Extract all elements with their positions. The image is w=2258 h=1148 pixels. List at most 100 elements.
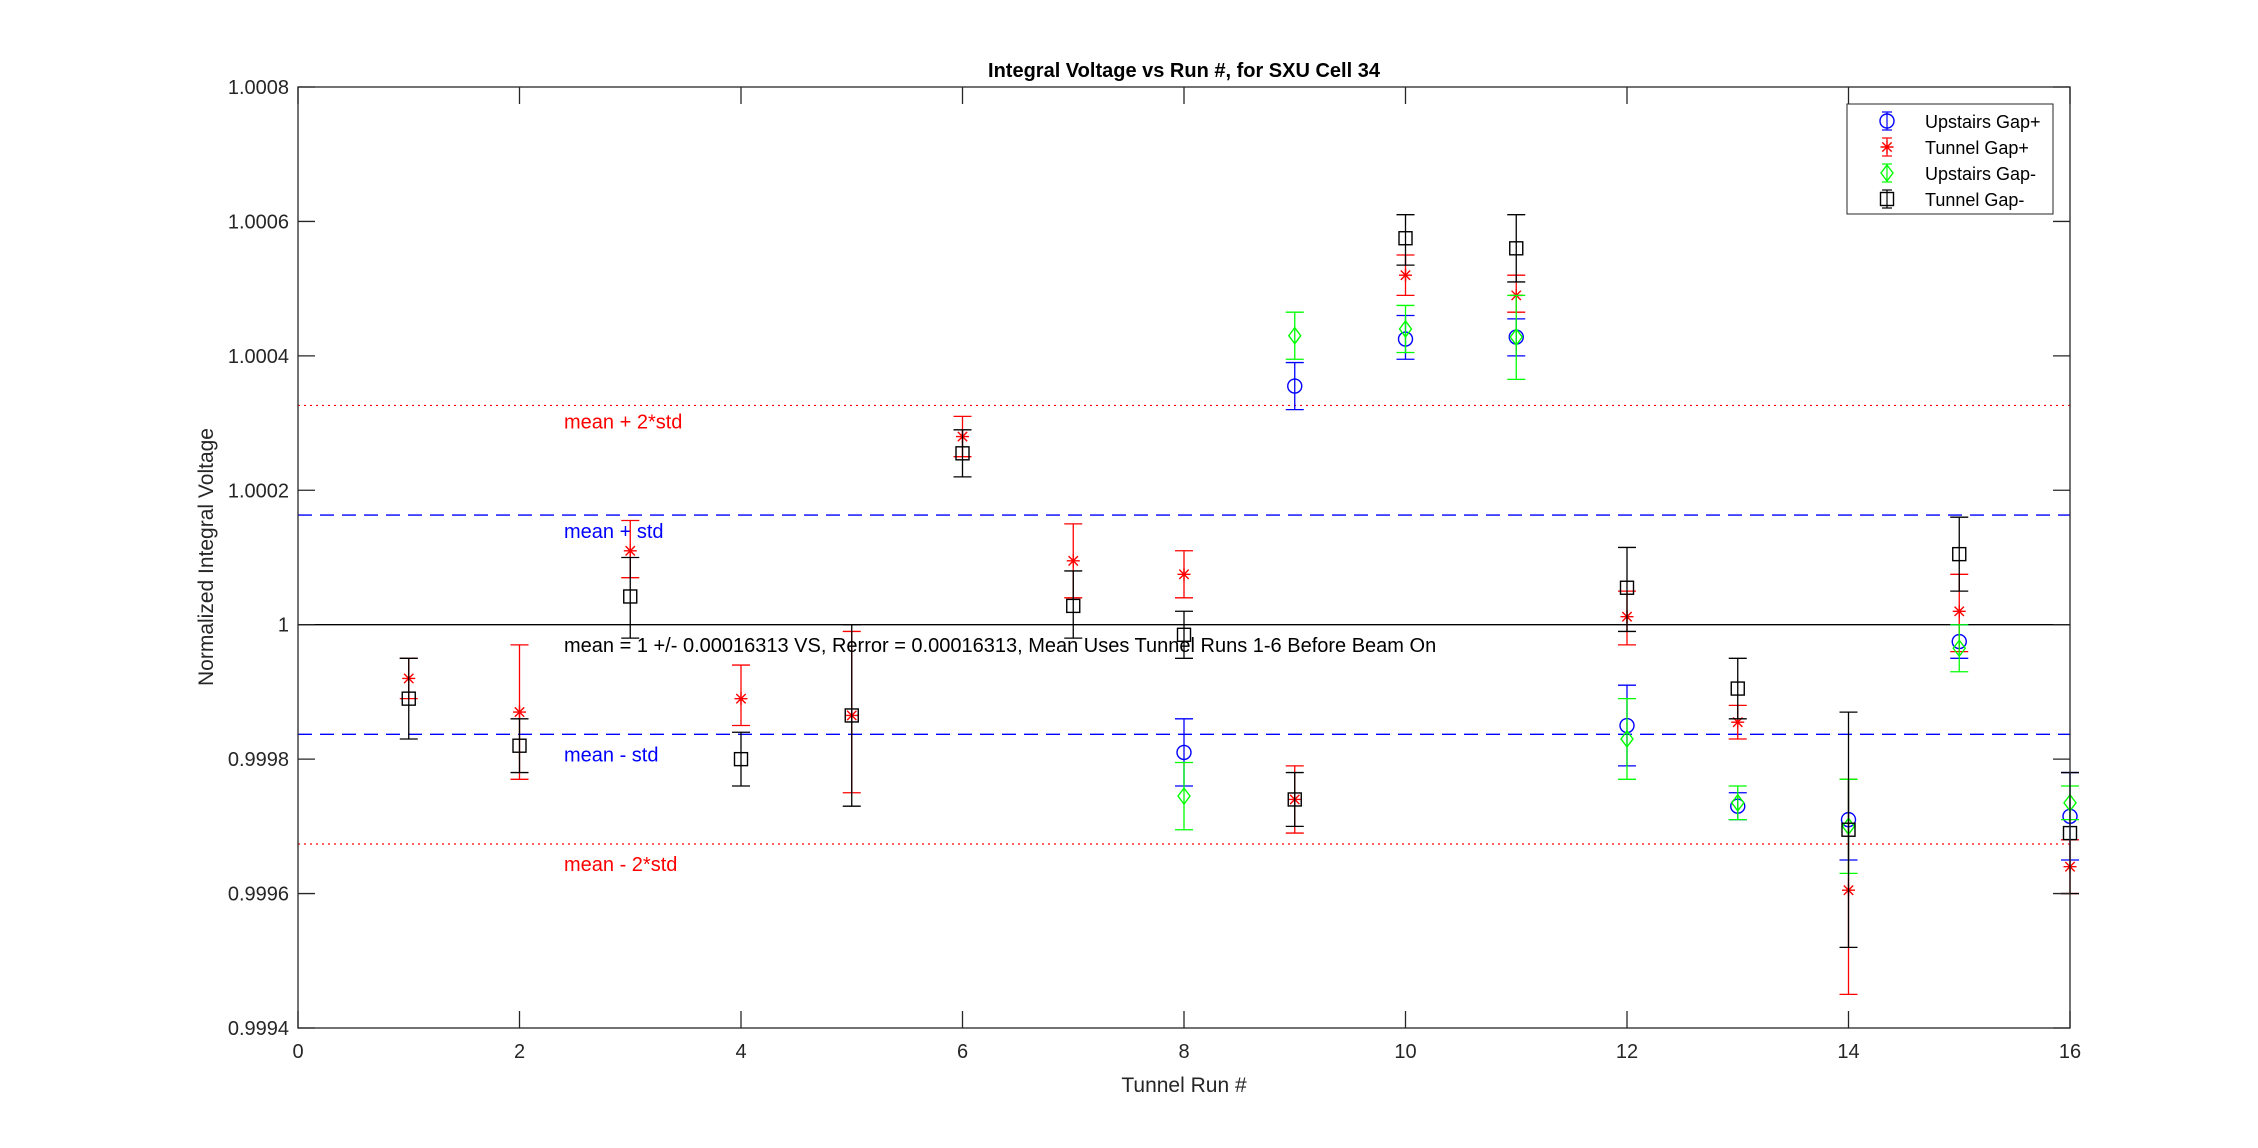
- data-point: [1398, 319, 1413, 339]
- series-tunnel-gap: [399, 214, 2079, 948]
- data-point: [1730, 681, 1745, 696]
- y-tick-label: 1.0008: [228, 77, 289, 99]
- error-bar: [510, 718, 529, 774]
- y-tick-label: 0.9998: [228, 749, 289, 771]
- error-bar: [399, 657, 418, 740]
- chart-title: Integral Voltage vs Run #, for SXU Cell …: [988, 60, 1381, 82]
- error-bar: [1396, 214, 1415, 266]
- data-point: [1880, 163, 1894, 183]
- error-bar: [1175, 610, 1193, 659]
- x-tick-label: 8: [1178, 1041, 1189, 1063]
- reference-line-label: mean + std: [564, 521, 664, 543]
- ticks: [297, 86, 2071, 1029]
- legend-box: [1846, 103, 2054, 215]
- series-upstairs-gap: [1175, 294, 2079, 875]
- x-tick-label: 10: [1394, 1041, 1416, 1063]
- error-bar: [1618, 698, 1636, 780]
- data-point: [1952, 546, 1967, 562]
- data-point: [1177, 786, 1191, 806]
- legend-item: Upstairs Gap+: [1879, 111, 2041, 132]
- data-point: [1176, 627, 1192, 642]
- data-point: [623, 544, 637, 558]
- error-bar: [1064, 570, 1083, 639]
- legend: Upstairs Gap+ Tunnel Gap+ Upstairs Gap- Tun…: [1846, 103, 2054, 215]
- error-bar: [1285, 771, 1304, 828]
- legend-item: Tunnel Gap-: [1879, 189, 2024, 210]
- data-point: [844, 708, 859, 723]
- y-tick-labels: 0.9994 0.9996 0.9998 1 1.0002 1.0004 1.0006 1.0…: [228, 77, 289, 1040]
- x-axis-label: Tunnel Run #: [1121, 1074, 1247, 1097]
- error-bar: [1618, 546, 1636, 633]
- error-bar: [732, 731, 750, 787]
- data-point: [1287, 326, 1302, 345]
- data-point: [1287, 378, 1303, 394]
- error-bar: [1507, 294, 1526, 381]
- data-point: [512, 738, 527, 753]
- data-point: [1619, 580, 1635, 595]
- legend-items: Upstairs Gap+ Tunnel Gap+ Upstairs Gap- Tun…: [1879, 111, 2041, 210]
- data-point: [1176, 744, 1192, 761]
- data-point: [1287, 792, 1302, 807]
- x-tick-label: 16: [2059, 1041, 2081, 1063]
- data-point: [1399, 268, 1412, 282]
- error-bar: [1950, 516, 1969, 592]
- data-point: [513, 705, 526, 719]
- data-point: [1879, 113, 1895, 129]
- data-point: [734, 692, 748, 706]
- y-tick-label: 0.9994: [228, 1018, 289, 1040]
- legend-item: Upstairs Gap-: [1880, 163, 2036, 184]
- error-bar: [1950, 624, 1969, 673]
- legend-label: Upstairs Gap-: [1925, 164, 2036, 184]
- data-point: [1730, 793, 1745, 812]
- y-tick-label: 1.0006: [228, 211, 289, 233]
- data-point: [1952, 604, 1966, 618]
- error-bar: [1285, 361, 1304, 411]
- error-bar: [1728, 657, 1747, 720]
- data-point: [401, 691, 416, 706]
- error-bar: [1728, 785, 1747, 821]
- reference-line-label: mean + 2*std: [564, 411, 682, 433]
- data-point: [1841, 822, 1856, 837]
- data-point: [1398, 231, 1413, 246]
- error-bar: [1396, 304, 1415, 354]
- data-point: [955, 446, 970, 461]
- y-axis-label: Normalized Integral Voltage: [195, 428, 218, 686]
- data-point: [1509, 327, 1524, 347]
- data-point: [1620, 729, 1634, 749]
- legend-label: Upstairs Gap+: [1925, 112, 2041, 132]
- data-point: [1177, 567, 1191, 581]
- reference-line-label: mean - 2*std: [564, 854, 677, 876]
- data-point: [1066, 598, 1081, 614]
- error-bar: [1285, 311, 1304, 360]
- x-tick-label: 6: [957, 1041, 968, 1063]
- data-point: [1880, 140, 1894, 154]
- data-point: [1952, 639, 1967, 658]
- y-tick-label: 0.9996: [228, 884, 289, 906]
- x-tick-label: 12: [1616, 1041, 1638, 1063]
- legend-item: Tunnel Gap+: [1880, 137, 2029, 158]
- x-tick-label: 0: [292, 1041, 303, 1063]
- legend-label: Tunnel Gap-: [1925, 190, 2024, 210]
- data-point: [1731, 715, 1745, 729]
- reference-line-labels: mean + std mean - std mean + 2*std mean - 2…: [564, 411, 682, 876]
- x-tick-label: 14: [1837, 1041, 1859, 1063]
- data-point: [733, 751, 749, 767]
- x-tick-label: 2: [514, 1041, 525, 1063]
- legend-label: Tunnel Gap+: [1925, 138, 2029, 158]
- y-tick-label: 1: [278, 615, 289, 637]
- error-bar: [842, 624, 861, 807]
- y-tick-label: 1.0002: [228, 480, 289, 502]
- data-point: [1066, 554, 1080, 568]
- x-tick-label: 4: [735, 1041, 746, 1063]
- data-point: [1509, 241, 1524, 256]
- error-bar: [621, 556, 640, 639]
- error-bar: [1175, 761, 1193, 831]
- x-tick-labels: 0 2 4 6 8 10 12 14 16: [292, 1041, 2081, 1063]
- y-tick-label: 1.0004: [228, 346, 289, 368]
- data-point: [1879, 191, 1895, 207]
- mean-annotation: mean = 1 +/- 0.00016313 VS, Rerror = 0.0…: [564, 635, 1436, 657]
- reference-line-label: mean - std: [564, 744, 658, 766]
- data-point: [623, 589, 638, 604]
